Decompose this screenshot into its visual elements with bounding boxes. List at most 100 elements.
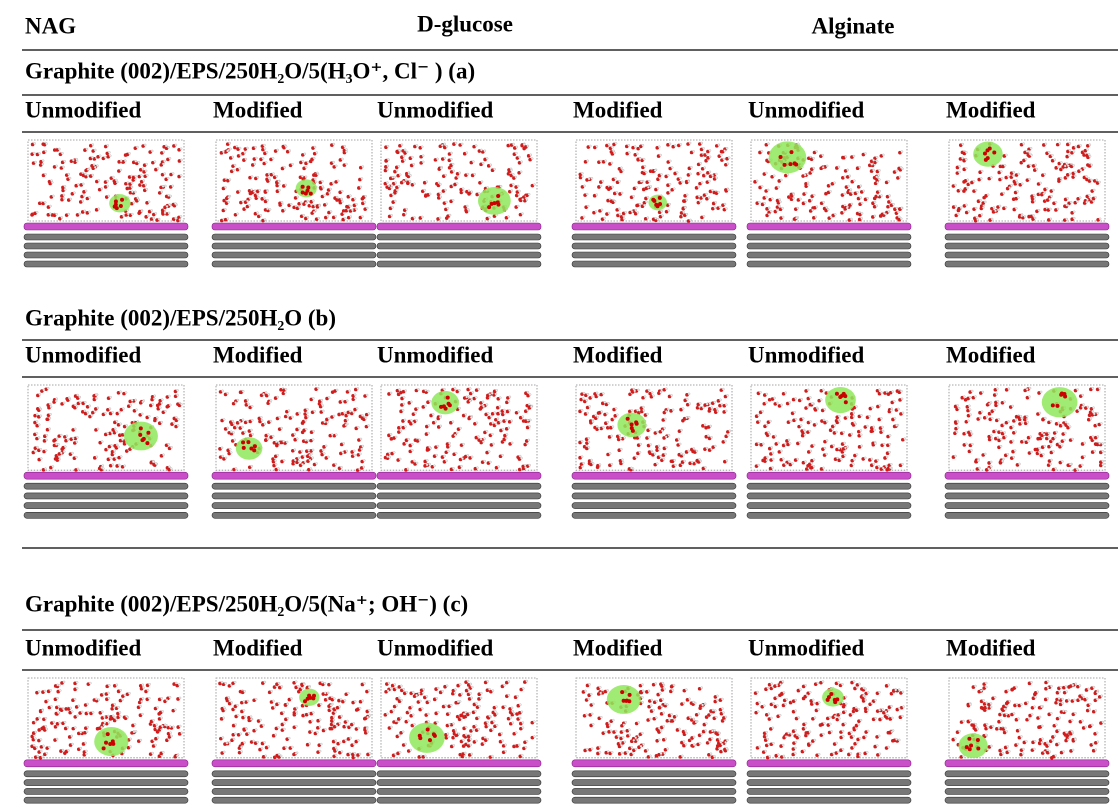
section-title: Graphite (002)/EPS/250H₂O/5(H₃O⁺, Cl⁻ ) … <box>25 58 475 83</box>
water-h <box>688 416 690 418</box>
water-h <box>511 190 513 192</box>
water-h <box>1028 396 1030 398</box>
water-h <box>67 726 69 728</box>
water-h <box>787 173 789 175</box>
water-h <box>581 465 583 467</box>
water-h <box>62 749 64 751</box>
water-h <box>40 750 42 752</box>
water-h <box>625 211 627 213</box>
water-h <box>224 208 226 210</box>
water-h <box>853 155 855 157</box>
water-h <box>180 159 182 161</box>
water-h <box>882 467 884 469</box>
water-h <box>965 159 967 161</box>
water-h <box>317 387 319 389</box>
water-h <box>179 218 181 220</box>
water-h <box>305 428 307 430</box>
water-h <box>471 191 473 193</box>
water-h <box>482 405 484 407</box>
water-h <box>902 412 904 414</box>
water-h <box>957 213 959 215</box>
water-h <box>255 157 257 159</box>
water-h <box>446 685 448 687</box>
water-h <box>87 175 89 177</box>
water-h <box>177 424 179 426</box>
water-h <box>823 201 825 203</box>
water-h <box>663 427 665 429</box>
water-h <box>58 722 60 724</box>
water-h <box>1057 422 1059 424</box>
water-h <box>101 726 103 728</box>
water-h <box>1062 424 1064 426</box>
water-h <box>826 165 828 167</box>
water-h <box>672 409 674 411</box>
section-title: Graphite (002)/EPS/250H₂O (b) <box>25 305 336 330</box>
water-h <box>628 151 630 153</box>
water-h <box>1092 407 1094 409</box>
water-h <box>227 427 229 429</box>
water-h <box>1086 149 1088 151</box>
water-h <box>324 682 326 684</box>
water-h <box>1099 218 1101 220</box>
water-h <box>175 416 177 418</box>
water-h <box>403 155 405 157</box>
water-h <box>811 462 813 464</box>
water-h <box>611 463 613 465</box>
water-h <box>362 166 364 168</box>
water-h <box>166 699 168 701</box>
water-h <box>673 459 675 461</box>
water-h <box>1003 431 1005 433</box>
water-h <box>133 202 135 204</box>
water-h <box>169 732 171 734</box>
water-h <box>658 445 660 447</box>
water-h <box>602 426 604 428</box>
water-h <box>488 450 490 452</box>
water-h <box>512 173 514 175</box>
water-h <box>347 692 349 694</box>
water-h <box>343 412 345 414</box>
water-h <box>804 431 806 433</box>
water-h <box>472 729 474 731</box>
water-h <box>317 173 319 175</box>
water-h <box>308 686 310 688</box>
water-h <box>663 458 665 460</box>
water-h <box>504 705 506 707</box>
water-h <box>81 711 83 713</box>
eps-atom <box>1060 392 1064 396</box>
water-h <box>341 198 343 200</box>
water-h <box>810 450 812 452</box>
water-h <box>995 429 997 431</box>
graphite-layer <box>377 512 541 518</box>
water-h <box>390 392 392 394</box>
water-h <box>650 185 652 187</box>
water-h <box>42 709 44 711</box>
water-h <box>519 455 521 457</box>
water-h <box>103 724 105 726</box>
water-h <box>115 179 117 181</box>
water-h <box>613 417 615 419</box>
water-h <box>632 195 634 197</box>
water-h <box>499 406 501 408</box>
water-h <box>298 427 300 429</box>
water-h <box>482 162 484 164</box>
water-h <box>354 454 356 456</box>
eps-atom <box>104 741 108 745</box>
water-h <box>464 752 466 754</box>
water-h <box>1049 208 1051 210</box>
water-h <box>101 441 103 443</box>
water-h <box>85 190 87 192</box>
water-h <box>70 707 72 709</box>
column-label: Unmodified <box>748 97 865 122</box>
water-h <box>111 431 113 433</box>
water-h <box>469 387 471 389</box>
water-h <box>1007 421 1009 423</box>
water-h <box>761 185 763 187</box>
graphite-layer <box>945 261 1109 267</box>
water-h <box>332 182 334 184</box>
water-h <box>1090 198 1092 200</box>
water-h <box>275 734 277 736</box>
water-h <box>1048 151 1050 153</box>
water-h <box>766 459 768 461</box>
water-h <box>634 146 636 148</box>
water-h <box>38 691 40 693</box>
